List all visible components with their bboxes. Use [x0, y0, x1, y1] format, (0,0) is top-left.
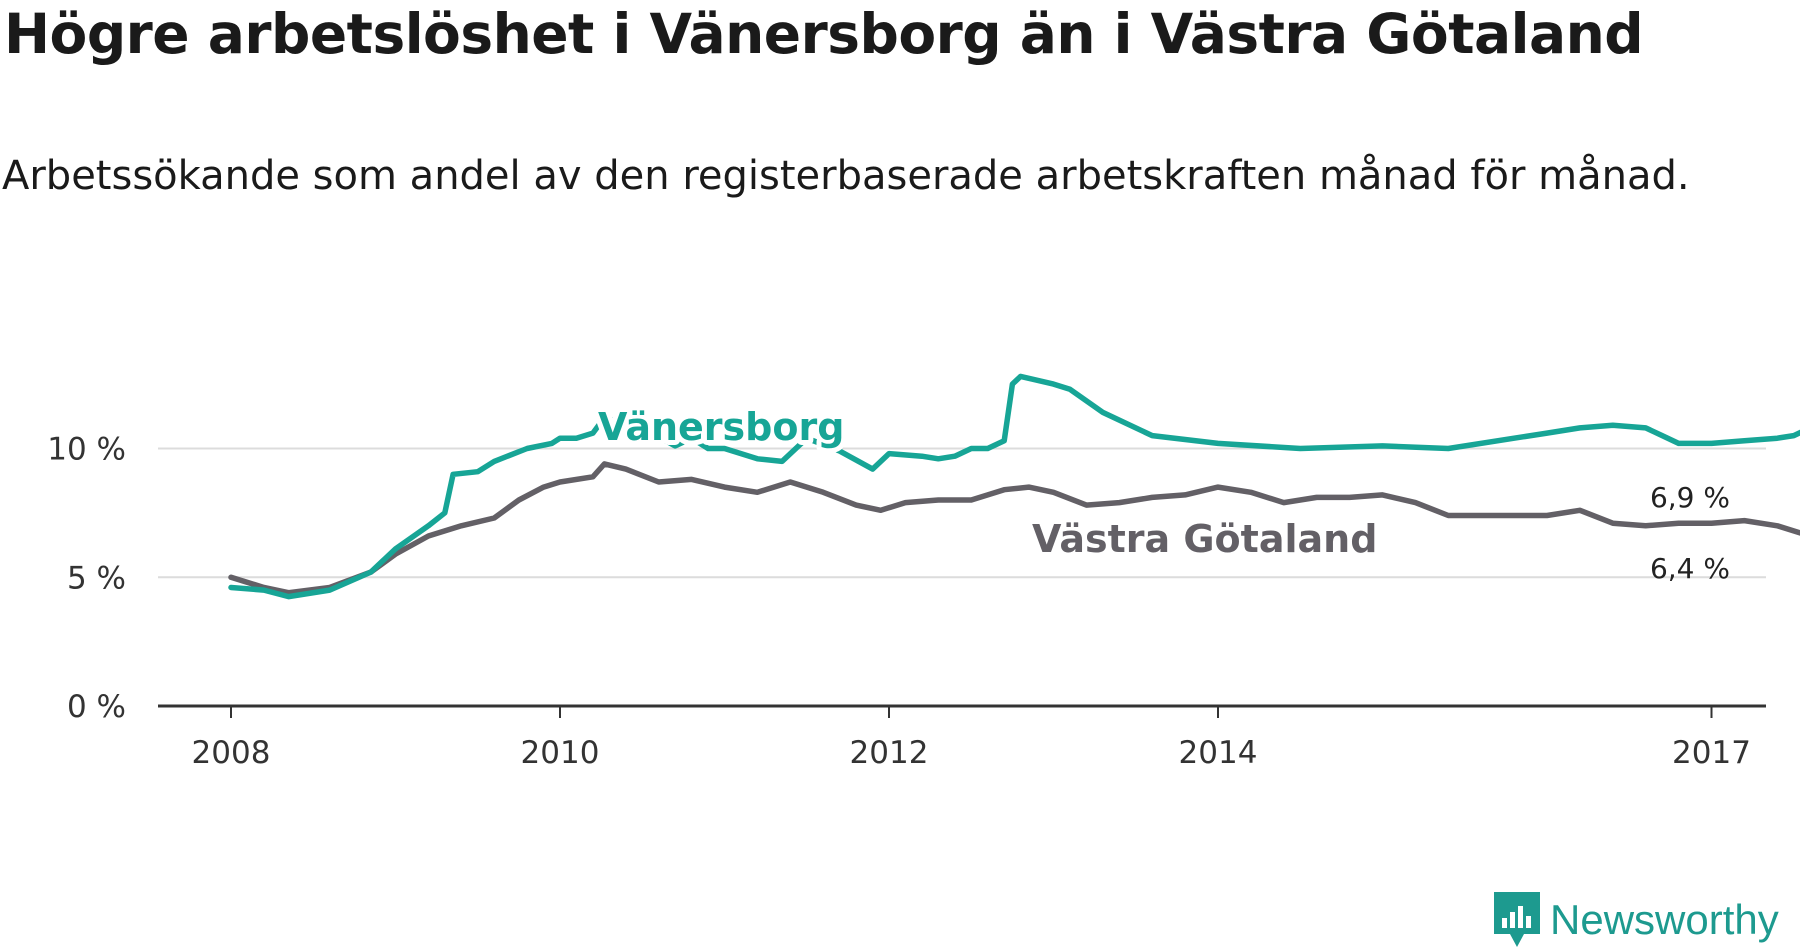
x-tick-label: 2012	[850, 735, 929, 771]
x-tick-label: 2010	[521, 735, 600, 771]
chart-subtitle: Arbetssökande som andel av den registerb…	[2, 153, 1690, 199]
gridlines	[158, 447, 1766, 579]
series-label-vanersborg: Vänersborg	[598, 405, 844, 449]
x-tick-label: 2014	[1179, 735, 1258, 771]
y-tick-label: 0 %	[67, 689, 126, 725]
end-label-vastra-gotaland: 6,4 %	[1650, 552, 1730, 585]
chart-title: Högre arbetslöshet i Vänersborg än i Väs…	[4, 2, 1644, 66]
series-line-vastra-gotaland	[228, 461, 1800, 596]
series-labels: Vänersborg Västra Götaland 6,9 % 6,4 %	[593, 400, 1730, 585]
x-tick-label: 2008	[192, 735, 271, 771]
x-tick-label: 2017	[1672, 735, 1751, 771]
y-axis-ticks: 0 % 5 % 10 %	[47, 432, 126, 726]
newsworthy-logo: Newsworthy	[1494, 890, 1779, 950]
newsworthy-logo-icon	[1494, 892, 1540, 947]
x-axis-ticks: 200820102012201420172019202120232025	[158, 704, 1766, 771]
y-tick-label: 10 %	[47, 432, 126, 468]
y-tick-label: 5 %	[67, 560, 126, 596]
series-lines	[228, 373, 1800, 600]
series-line-vanersborg	[228, 373, 1800, 600]
series-label-vastra-gotaland: Västra Götaland	[1032, 517, 1377, 561]
end-label-vanersborg: 6,9 %	[1650, 481, 1730, 514]
newsworthy-logo-text: Newsworthy	[1550, 896, 1779, 943]
